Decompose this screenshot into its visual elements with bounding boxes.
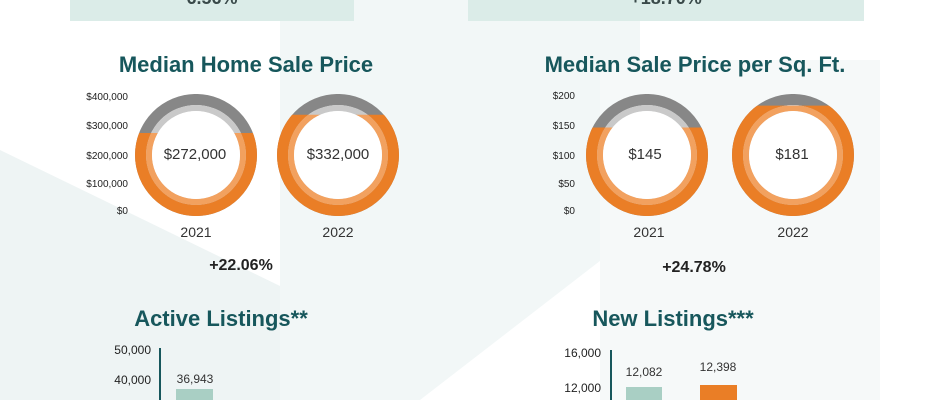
donut-value-label: $332,000 <box>306 146 370 163</box>
chart-title-active-listings: Active Listings** <box>134 306 308 331</box>
category-label: 2021 <box>633 224 665 240</box>
y-tick-label: $300,000 <box>86 121 128 132</box>
y-tick-label: 40,000 <box>114 373 151 387</box>
donut-center-hole <box>749 111 837 199</box>
donut-mark-2021-home-price <box>135 94 257 216</box>
bar-mark-active-listings <box>176 389 213 400</box>
y-axis-line-active-listings <box>159 348 161 400</box>
y-tick-label: $100 <box>552 151 575 162</box>
donut-filled-inner-ring <box>597 127 697 205</box>
chart-title-median-home-sale-price: Median Home Sale Price <box>118 52 374 77</box>
donut-filled-outer-ring <box>277 114 399 216</box>
donut-mark-2022-home-price <box>277 94 399 216</box>
bar-value-label: 12,082 <box>625 365 663 379</box>
y-tick-label: 50,000 <box>114 343 151 357</box>
chart-title-new-listings: New Listings*** <box>592 306 754 331</box>
donut-center-hole <box>603 111 691 199</box>
donut-value-label: $272,000 <box>163 146 227 163</box>
summary-box-right: +18.70% <box>468 0 864 21</box>
donut-filled-outer-ring <box>586 127 708 216</box>
category-label: 2022 <box>777 224 809 240</box>
bar-value-label: 36,943 <box>176 372 214 386</box>
donut-center-hole <box>152 111 240 199</box>
y-tick-label: $50 <box>558 179 575 190</box>
y-tick-label: $0 <box>563 206 575 217</box>
y-tick-label: 16,000 <box>564 346 601 360</box>
bar-mark-new-listings-2021 <box>626 387 662 400</box>
bar-mark-new-listings-2022 <box>700 384 737 400</box>
donut-mark-2022-price-per-sqft <box>732 94 854 216</box>
bar-value-label: 12,398 <box>699 360 737 374</box>
donut-value-label: $145 <box>628 146 662 163</box>
category-label: 2021 <box>180 224 212 240</box>
y-tick-label: $200 <box>552 91 575 102</box>
y-axis-line-new-listings <box>610 350 612 400</box>
percent-change-price-per-sqft: +24.78% <box>662 259 726 276</box>
summary-change-left: 6.56% <box>70 0 354 9</box>
donut-mark-2021-price-per-sqft <box>586 94 708 216</box>
y-tick-label: $100,000 <box>86 179 128 190</box>
donut-center-hole <box>294 111 382 199</box>
y-tick-label: $0 <box>116 206 128 217</box>
y-tick-label: 12,000 <box>564 381 601 395</box>
y-tick-label: $400,000 <box>86 92 128 103</box>
category-label: 2022 <box>322 224 354 240</box>
chart-title-median-sale-price-per-sqft: Median Sale Price per Sq. Ft. <box>544 52 846 77</box>
donut-filled-outer-ring <box>135 133 257 216</box>
y-tick-label: $150 <box>552 121 575 132</box>
y-tick-label: $200,000 <box>86 151 128 162</box>
donut-value-label: $181 <box>775 146 809 163</box>
summary-change-right: +18.70% <box>468 0 864 9</box>
summary-box-left: 6.56% <box>70 0 354 21</box>
percent-change-home-price: +22.06% <box>209 257 273 274</box>
